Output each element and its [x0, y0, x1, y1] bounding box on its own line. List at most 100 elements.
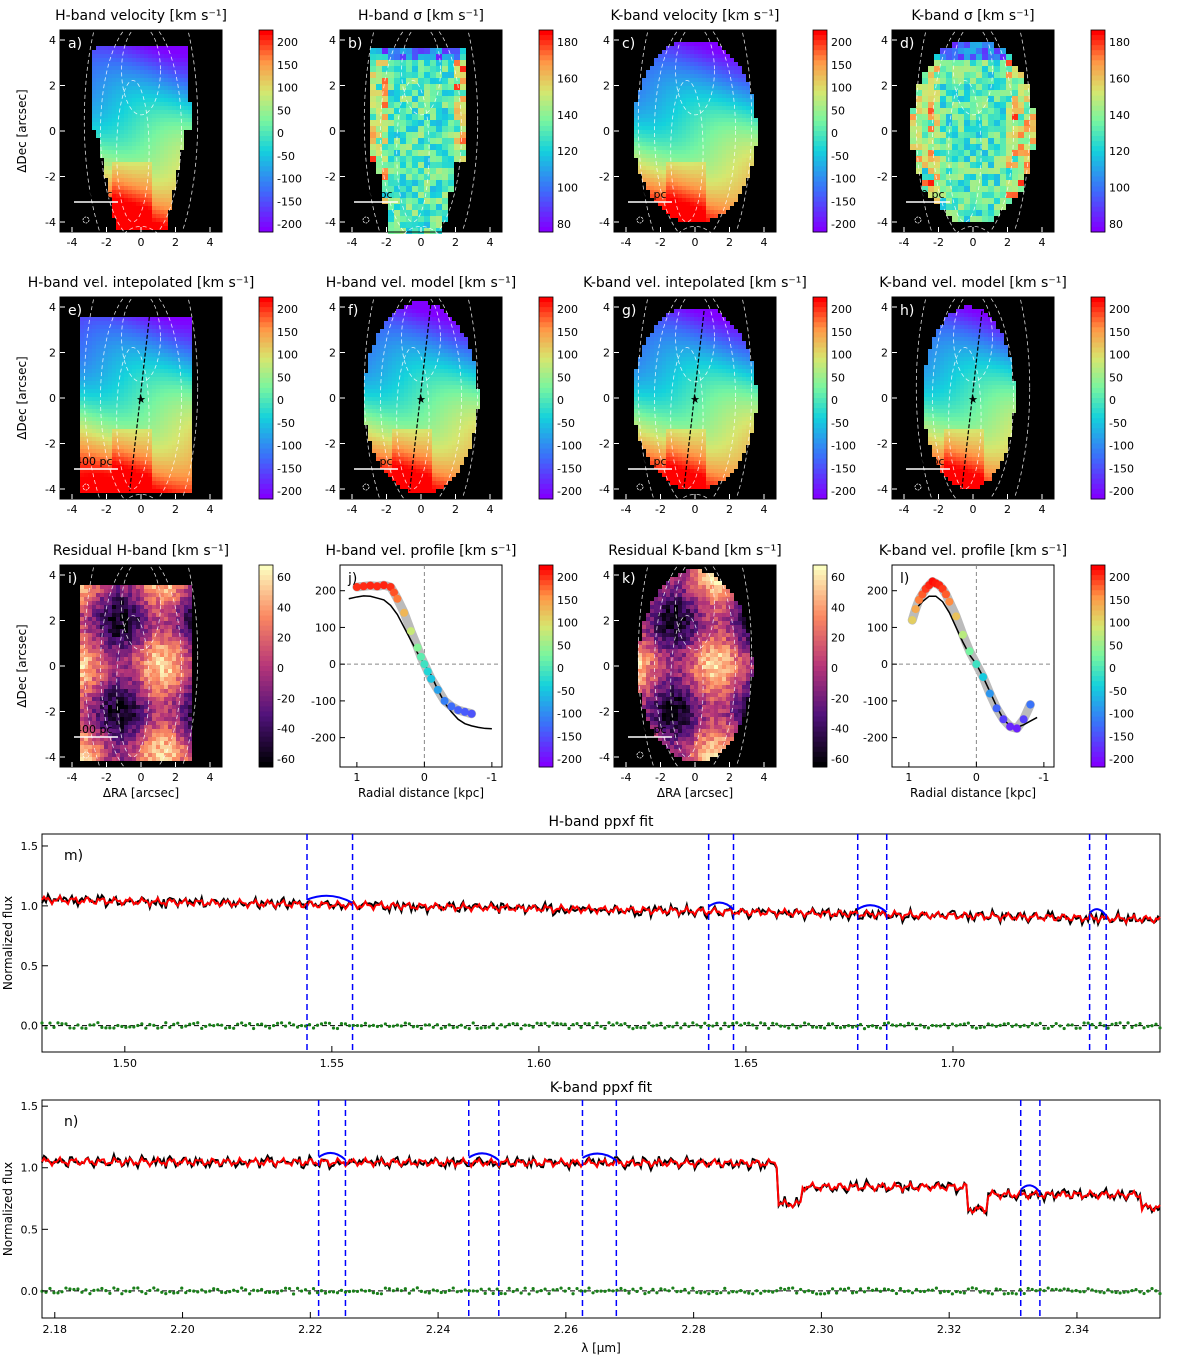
- map-pixel: [694, 106, 698, 110]
- map-pixel: [180, 377, 184, 381]
- map-pixel: [92, 413, 96, 417]
- map-pixel: [104, 417, 108, 421]
- map-pixel: [436, 90, 442, 96]
- map-pixel: [722, 114, 726, 118]
- map-pixel: [424, 60, 430, 66]
- map-pixel: [160, 182, 164, 186]
- colorbar-segment: [259, 322, 273, 328]
- map-pixel: [1006, 90, 1012, 96]
- map-pixel: [952, 120, 958, 126]
- map-pixel: [406, 60, 412, 66]
- map-pixel: [116, 162, 120, 166]
- map-pixel: [116, 170, 120, 174]
- map-pixel: [654, 138, 658, 142]
- map-pixel: [80, 437, 84, 441]
- map-pixel: [436, 72, 442, 78]
- map-pixel: [172, 449, 176, 453]
- map-pixel: [124, 465, 128, 469]
- map-pixel: [734, 110, 738, 114]
- map-pixel: [658, 150, 662, 154]
- colorbar-segment: [539, 181, 553, 188]
- map-pixel: [132, 329, 136, 333]
- map-pixel: [156, 102, 160, 106]
- map-pixel: [144, 138, 148, 142]
- map-pixel: [168, 66, 172, 70]
- map-pixel: [718, 66, 722, 70]
- map-pixel: [184, 449, 188, 453]
- map-pixel: [730, 70, 734, 74]
- map-pixel: [682, 142, 686, 146]
- map-pixel: [690, 102, 694, 106]
- map-pixel: [128, 74, 132, 78]
- map-pixel: [184, 325, 188, 329]
- map-pixel: [168, 174, 172, 178]
- map-pixel: [408, 357, 412, 361]
- map-pixel: [168, 397, 172, 401]
- map-pixel: [156, 405, 160, 409]
- map-pixel: [140, 317, 144, 321]
- map-pixel: [112, 381, 116, 385]
- map-pixel: [472, 365, 476, 369]
- colorbar-segment: [259, 30, 273, 36]
- map-pixel: [436, 210, 442, 216]
- map-pixel: [734, 170, 738, 174]
- map-pixel: [686, 162, 690, 166]
- colorbar-tick-label: 120: [557, 145, 578, 158]
- map-pixel: [100, 449, 104, 453]
- map-pixel: [136, 321, 140, 325]
- map-pixel: [418, 180, 424, 186]
- map-pixel: [706, 186, 710, 190]
- map-pixel: [176, 138, 180, 142]
- map-pixel: [96, 317, 100, 321]
- map-pixel: [104, 317, 108, 321]
- map-pixel: [112, 409, 116, 413]
- colorbar-segment: [1091, 115, 1105, 122]
- map-pixel: [164, 166, 168, 170]
- map-pixel: [750, 158, 754, 162]
- map-pixel: [392, 353, 396, 357]
- map-pixel: [432, 313, 436, 317]
- map-pixel: [958, 90, 964, 96]
- map-pixel: [156, 58, 160, 62]
- map-pixel: [136, 94, 140, 98]
- map-pixel: [750, 94, 754, 98]
- map-pixel: [140, 46, 144, 50]
- map-pixel: [140, 417, 144, 421]
- map-pixel: [742, 102, 746, 106]
- map-pixel: [100, 369, 104, 373]
- map-pixel: [180, 373, 184, 377]
- map-pixel: [442, 78, 448, 84]
- map-pixel: [132, 78, 136, 82]
- map-pixel: [164, 126, 168, 130]
- map-pixel: [416, 365, 420, 369]
- map-pixel: [726, 182, 730, 186]
- map-pixel: [730, 130, 734, 134]
- map-pixel: [84, 489, 88, 493]
- map-pixel: [928, 138, 934, 144]
- map-pixel: [934, 186, 940, 192]
- map-pixel: [666, 70, 670, 74]
- map-pixel: [132, 146, 136, 150]
- map-pixel: [922, 144, 928, 150]
- map-pixel: [646, 174, 650, 178]
- map-pixel: [468, 365, 472, 369]
- map-pixel: [706, 78, 710, 82]
- map-pixel: [638, 94, 642, 98]
- map-pixel: [734, 86, 738, 90]
- map-pixel: [964, 186, 970, 192]
- map-pixel: [184, 349, 188, 353]
- map-pixel: [92, 461, 96, 465]
- map-pixel: [376, 96, 382, 102]
- map-pixel: [646, 110, 650, 114]
- map-pixel: [84, 357, 88, 361]
- map-pixel: [444, 321, 448, 325]
- map-pixel: [116, 325, 120, 329]
- map-pixel: [128, 210, 132, 214]
- map-pixel: [156, 421, 160, 425]
- map-pixel: [1006, 150, 1012, 156]
- map-pixel: [96, 449, 100, 453]
- map-pixel: [424, 174, 430, 180]
- colorbar-tick-label: 100: [277, 349, 298, 362]
- panel-title: H-band velocity [km s⁻¹]: [55, 8, 227, 24]
- map-pixel: [638, 126, 642, 130]
